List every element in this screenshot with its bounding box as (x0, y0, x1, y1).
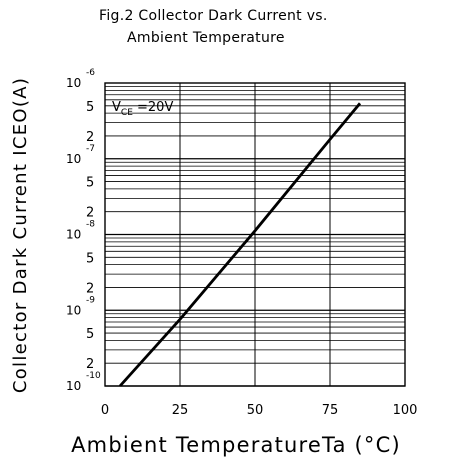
series-line (118, 102, 362, 387)
y-tick-label: 2 (86, 206, 94, 221)
y-tick-label-base: 10 (66, 303, 81, 317)
y-tick-label-base: 10 (66, 228, 81, 242)
y-axis-label: Collector Dark Current ICEO(A) (10, 77, 31, 393)
x-tick-label: 75 (322, 403, 339, 418)
y-tick-label: 5 (86, 251, 94, 266)
y-tick-label: 2 (86, 130, 94, 145)
y-tick-label: 2 (86, 281, 94, 296)
y-tick-label-exp: -7 (86, 144, 95, 154)
y-tick-label: 5 (86, 100, 94, 115)
y-tick-label-base: 10 (66, 76, 81, 90)
y-tick-label-exp: -6 (86, 68, 95, 78)
y-tick-label-base: 10 (66, 379, 81, 393)
chart-title-line2: Ambient Temperature (127, 30, 285, 46)
x-axis-label: Ambient TemperatureTa (°C) (71, 433, 401, 457)
chart-title-line1: Fig.2 Collector Dark Current vs. (99, 8, 328, 24)
y-tick-label: 2 (86, 357, 94, 372)
y-tick-label: 5 (86, 327, 94, 342)
x-tick-label: 25 (172, 403, 189, 418)
x-tick-label: 100 (393, 403, 418, 418)
x-tick-label: 0 (101, 403, 109, 418)
y-tick-label: 5 (86, 176, 94, 191)
y-tick-label-exp: -9 (86, 295, 95, 305)
y-tick-label-exp: -8 (86, 220, 95, 230)
plot-frame (104, 82, 406, 387)
y-tick-label-base: 10 (66, 152, 81, 166)
annotation-vce: VCE =20V (112, 100, 173, 118)
x-tick-label: 50 (247, 403, 264, 418)
y-tick-label-exp: -10 (86, 371, 101, 381)
